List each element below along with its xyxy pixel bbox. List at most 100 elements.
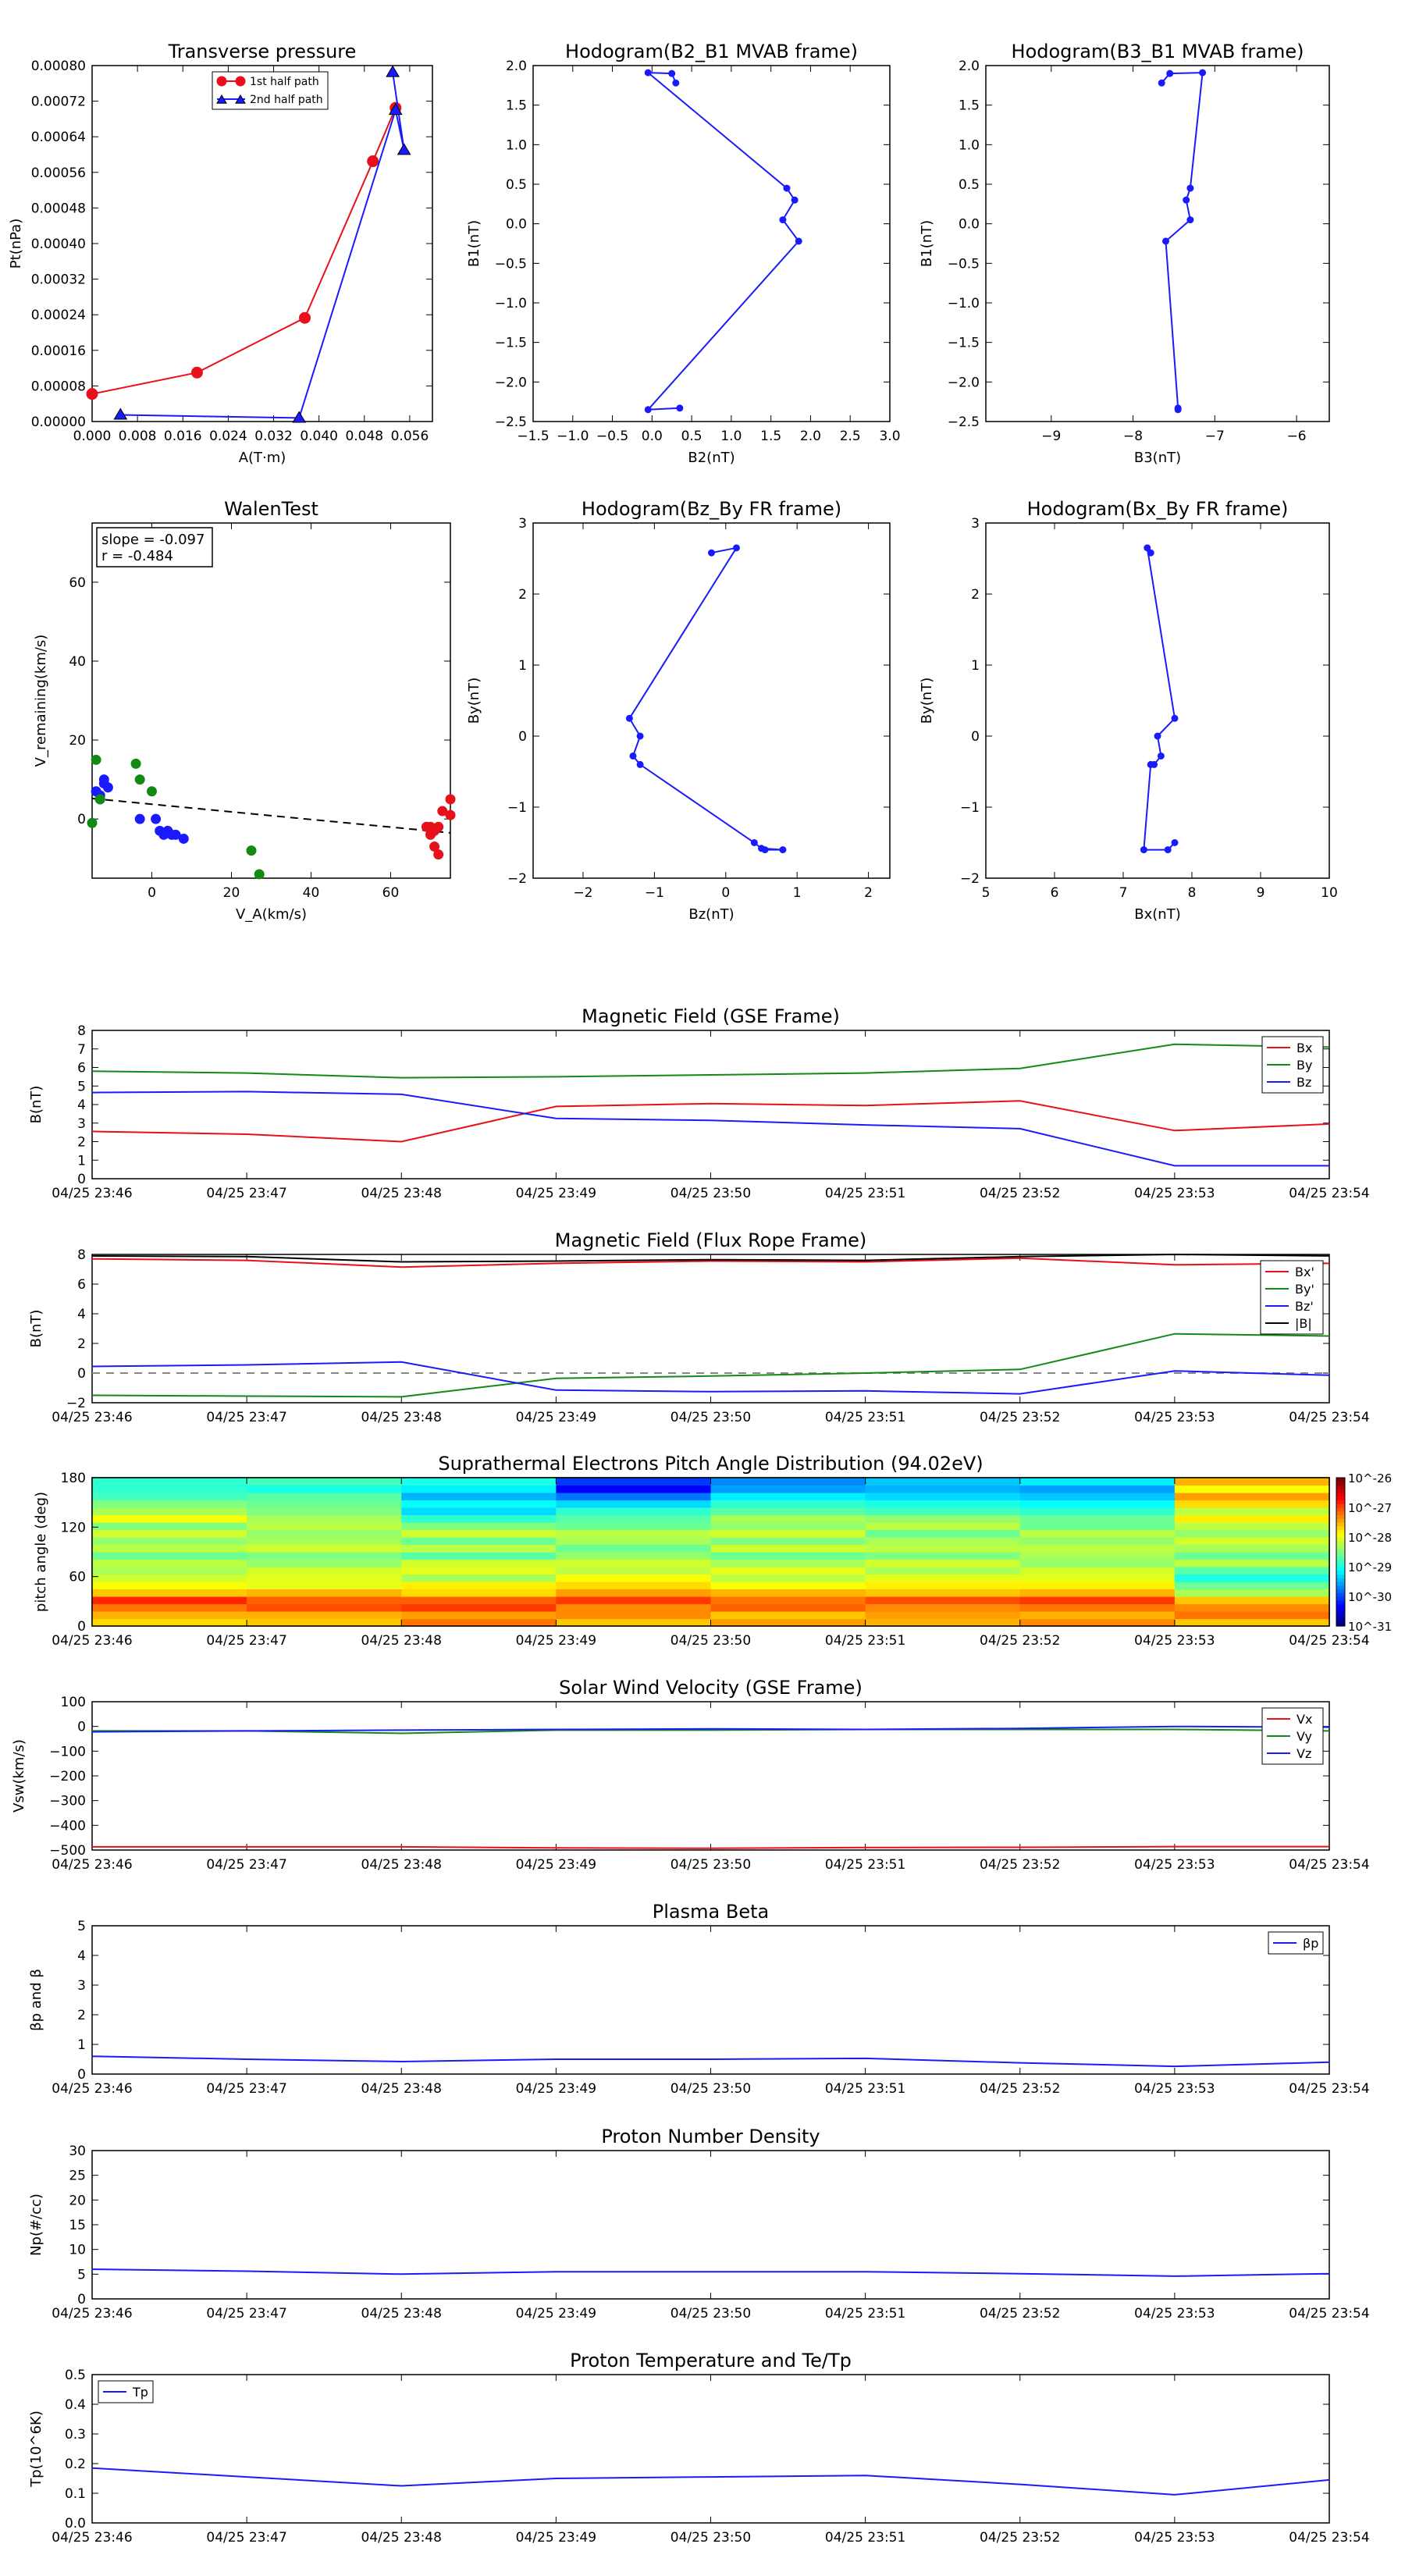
heatmap-cell bbox=[1019, 1589, 1176, 1597]
heatmap-cell bbox=[247, 1596, 402, 1605]
heatmap-cell bbox=[247, 1589, 402, 1597]
y-tick-label: 0.00064 bbox=[31, 130, 86, 145]
data-point bbox=[130, 758, 141, 769]
y-tick-label: 8 bbox=[77, 1247, 86, 1263]
heatmap-cell bbox=[92, 1500, 247, 1508]
y-tick-label: −1.0 bbox=[495, 296, 527, 311]
heatmap-cell bbox=[401, 1611, 557, 1620]
legend: Bx' By' Bz' |B| bbox=[1260, 1260, 1324, 1335]
heatmap-cell bbox=[247, 1500, 402, 1508]
colorbar-segment bbox=[1336, 1592, 1345, 1597]
chart-panel-10: Plasma Beta 04/25 23:46 04/25 23:47 04/25 2… bbox=[28, 1901, 1370, 2097]
legend: Bx By Bz bbox=[1261, 1036, 1324, 1094]
data-point bbox=[86, 388, 98, 400]
x-tick-label: 04/25 23:50 bbox=[670, 1857, 751, 1873]
x-tick-label: 04/25 23:53 bbox=[1134, 2530, 1215, 2546]
data-point bbox=[795, 237, 802, 245]
series-line-0 bbox=[92, 1845, 1329, 1849]
y-tick-label: 100 bbox=[61, 1695, 86, 1710]
colorbar-segment bbox=[1336, 1589, 1345, 1593]
y-tick-label: 0 bbox=[77, 1720, 86, 1735]
heatmap-cell bbox=[1174, 1478, 1330, 1486]
y-axis-label: By(nT) bbox=[919, 678, 935, 724]
x-tick-label: 04/25 23:54 bbox=[1289, 1186, 1369, 1201]
heatmap-cell bbox=[401, 1574, 557, 1582]
chart-panel-0: Transverse pressure 0.000 0.008 0.016 0.024 0… bbox=[8, 41, 433, 466]
x-tick-label: 04/25 23:48 bbox=[361, 2081, 442, 2097]
data-point bbox=[1147, 760, 1154, 768]
y-tick-label: 0 bbox=[518, 729, 527, 745]
fit-line bbox=[91, 797, 451, 834]
data-point bbox=[437, 806, 448, 817]
colorbar-segment bbox=[1336, 1489, 1345, 1493]
y-axis-label: pitch angle (deg) bbox=[33, 1492, 49, 1612]
data-point bbox=[433, 821, 444, 832]
heatmap-cell bbox=[92, 1478, 247, 1486]
y-tick-label: 0.1 bbox=[65, 2486, 86, 2502]
x-tick-label: 04/25 23:46 bbox=[52, 2306, 132, 2322]
y-tick-label: 3 bbox=[518, 516, 527, 532]
heatmap-cell bbox=[556, 1611, 712, 1620]
series-line-2 bbox=[91, 1091, 1329, 1167]
heatmap-cell bbox=[865, 1596, 1021, 1605]
heatmap-cell bbox=[92, 1582, 247, 1590]
colorbar-segment bbox=[1336, 1507, 1345, 1512]
x-tick-label: 04/25 23:47 bbox=[206, 2306, 286, 2322]
data-point bbox=[178, 833, 189, 844]
heatmap-cell bbox=[710, 1618, 866, 1627]
x-tick-label: 04/25 23:51 bbox=[825, 1410, 905, 1425]
data-point bbox=[732, 544, 740, 552]
y-tick-label: 0 bbox=[77, 1172, 86, 1187]
x-tick-label: 3.0 bbox=[879, 429, 900, 444]
heatmap-cell bbox=[247, 1478, 402, 1486]
heatmap-cell bbox=[401, 1514, 557, 1523]
data-point bbox=[1174, 406, 1182, 414]
y-tick-label: 1.0 bbox=[506, 137, 527, 153]
data-point bbox=[676, 404, 684, 412]
colorbar-segment bbox=[1336, 1548, 1345, 1553]
colorbar-segment bbox=[1336, 1514, 1345, 1519]
data-point bbox=[433, 849, 444, 860]
heatmap-cell bbox=[401, 1522, 557, 1531]
x-tick-label: 04/25 23:50 bbox=[670, 1410, 751, 1425]
plot-frame bbox=[91, 522, 451, 879]
chart-title: Transverse pressure bbox=[168, 41, 357, 62]
x-tick-label: 04/25 23:50 bbox=[670, 2530, 751, 2546]
x-tick-label: −8 bbox=[1123, 429, 1143, 444]
y-tick-label: 180 bbox=[61, 1471, 86, 1486]
heatmap-cell bbox=[710, 1589, 866, 1597]
y-axis-label: B(nT) bbox=[28, 1086, 44, 1124]
heatmap-cell bbox=[556, 1478, 712, 1486]
x-tick-label: 04/25 23:49 bbox=[516, 1633, 596, 1649]
chart-panel-4: Hodogram(Bz_By FR frame) −2 −1 0 1 2 −2 −1 0 1 2 3 B… bbox=[466, 498, 891, 923]
heatmap-cell bbox=[92, 1529, 247, 1538]
heatmap-cell bbox=[1174, 1567, 1330, 1575]
heatmap-cell bbox=[865, 1485, 1021, 1493]
legend-label: By bbox=[1297, 1058, 1312, 1073]
y-axis-label: By(nT) bbox=[466, 678, 482, 724]
y-tick-label: −400 bbox=[49, 1818, 86, 1834]
data-point bbox=[1183, 196, 1190, 204]
x-tick-label: 04/25 23:46 bbox=[52, 1857, 132, 1873]
heatmap-cell bbox=[92, 1574, 247, 1582]
x-tick-label: 04/25 23:51 bbox=[825, 1186, 905, 1201]
x-tick-label: −9 bbox=[1041, 429, 1061, 444]
x-tick-label: −0.5 bbox=[596, 429, 628, 444]
data-point bbox=[98, 774, 109, 785]
legend-label: Tp bbox=[132, 2385, 148, 2400]
x-tick-label: 2.0 bbox=[800, 429, 821, 444]
heatmap-cell bbox=[247, 1567, 402, 1575]
heatmap-cell bbox=[1174, 1500, 1330, 1508]
legend-box bbox=[212, 71, 329, 110]
heatmap-cell bbox=[1174, 1507, 1330, 1516]
y-tick-label: 4 bbox=[77, 1948, 86, 1964]
heatmap-cell bbox=[1174, 1603, 1330, 1612]
y-tick-label: 0.00048 bbox=[31, 201, 86, 216]
heatmap-cell bbox=[710, 1552, 866, 1560]
colorbar-tick-label: 10^-29 bbox=[1348, 1560, 1392, 1574]
heatmap-cell bbox=[401, 1618, 557, 1627]
heatmap-cell bbox=[1019, 1537, 1176, 1546]
series-line-1 bbox=[91, 1043, 1330, 1079]
y-tick-label: 0 bbox=[77, 1366, 86, 1382]
